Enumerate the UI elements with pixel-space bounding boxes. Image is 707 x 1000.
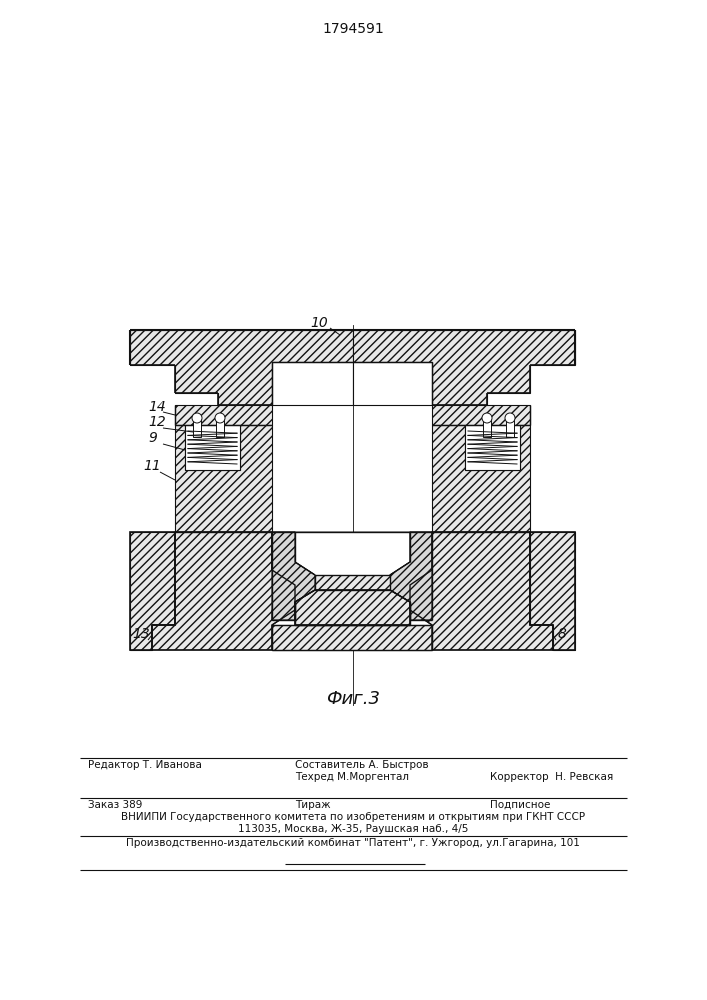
Polygon shape (390, 532, 432, 620)
Polygon shape (175, 425, 272, 532)
Text: 1794591: 1794591 (322, 22, 384, 36)
Polygon shape (272, 532, 315, 620)
Text: 14: 14 (148, 400, 165, 414)
Bar (506, 419, 514, 437)
Bar (483, 419, 491, 437)
Polygon shape (272, 532, 315, 620)
Bar (193, 419, 201, 437)
Text: Составитель А. Быстров: Составитель А. Быстров (295, 760, 428, 770)
Text: Заказ 389: Заказ 389 (88, 800, 142, 810)
Text: Подписное: Подписное (490, 800, 550, 810)
Polygon shape (295, 562, 315, 602)
Text: Фиг.3: Фиг.3 (326, 690, 380, 708)
Polygon shape (353, 330, 575, 405)
Polygon shape (410, 532, 553, 650)
Polygon shape (390, 532, 432, 620)
Polygon shape (432, 405, 530, 425)
Text: 9: 9 (148, 431, 157, 445)
Polygon shape (353, 362, 432, 405)
Circle shape (215, 413, 225, 423)
Polygon shape (465, 425, 520, 470)
Text: 13: 13 (132, 627, 150, 641)
Polygon shape (295, 532, 410, 590)
Text: 11: 11 (143, 459, 160, 473)
Polygon shape (295, 590, 410, 625)
Polygon shape (315, 575, 390, 590)
Text: 8: 8 (558, 627, 567, 641)
Text: Тираж: Тираж (295, 800, 331, 810)
Polygon shape (185, 425, 240, 470)
Circle shape (505, 413, 515, 423)
Text: Техред М.Моргентал: Техред М.Моргентал (295, 772, 409, 782)
Text: Редактор Т. Иванова: Редактор Т. Иванова (88, 760, 202, 770)
Polygon shape (272, 362, 353, 405)
Circle shape (192, 413, 202, 423)
Polygon shape (130, 330, 353, 405)
Polygon shape (130, 532, 175, 650)
Circle shape (482, 413, 492, 423)
Text: ВНИИПИ Государственного комитета по изобретениям и открытиям при ГКНТ СССР: ВНИИПИ Государственного комитета по изоб… (121, 812, 585, 822)
Bar (216, 419, 224, 437)
Polygon shape (272, 625, 432, 650)
Polygon shape (152, 532, 295, 650)
Text: 12: 12 (148, 415, 165, 429)
Text: 10: 10 (310, 316, 328, 330)
Polygon shape (530, 532, 575, 650)
Text: Производственно-издательский комбинат "Патент", г. Ужгород, ул.Гагарина, 101: Производственно-издательский комбинат "П… (126, 838, 580, 848)
Polygon shape (390, 562, 410, 602)
Text: 113035, Москва, Ж-35, Раушская наб., 4/5: 113035, Москва, Ж-35, Раушская наб., 4/5 (238, 824, 468, 834)
Polygon shape (175, 405, 272, 425)
Text: Корректор  Н. Ревская: Корректор Н. Ревская (490, 772, 613, 782)
Polygon shape (432, 425, 530, 532)
